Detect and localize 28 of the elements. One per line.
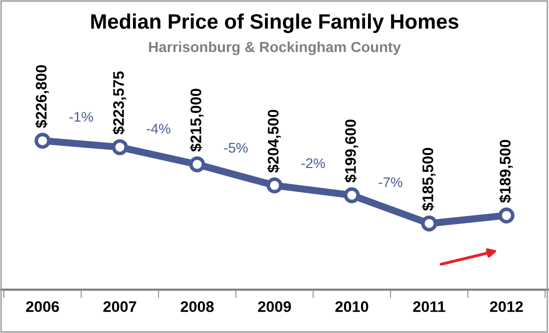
data-label: $223,575 — [112, 71, 126, 134]
chart-title: Median Price of Single Family Homes — [91, 14, 458, 34]
annotation: -5% — [224, 142, 248, 153]
x-tick-label: 2007 — [103, 301, 136, 312]
data-label: $199,600 — [344, 120, 358, 183]
x-tick-label: 2006 — [26, 301, 59, 312]
x-tick-label: 2008 — [180, 301, 214, 312]
annotation: -2% — [301, 158, 326, 168]
chart-subtitle: Harrisonburg & Rockingham County — [149, 41, 401, 56]
point — [112, 139, 128, 156]
point — [421, 216, 438, 232]
data-label: $215,000 — [190, 88, 204, 152]
x-tick-label: 2009 — [258, 301, 291, 312]
point — [266, 177, 282, 194]
data-label: $204,500 — [267, 110, 281, 173]
x-tick-label: 2011 — [413, 301, 446, 312]
point — [189, 156, 206, 172]
text: -4% — [146, 124, 170, 134]
annotation: -7% — [378, 177, 402, 188]
text: -1% — [69, 112, 94, 122]
x-tick-label: 2012 — [490, 301, 523, 312]
x-tick-label: 2010 — [335, 301, 368, 312]
point — [344, 187, 360, 204]
point — [34, 132, 51, 149]
data-label: $226,800 — [35, 65, 49, 128]
data-label: $189,500 — [499, 140, 513, 203]
point — [498, 207, 514, 224]
data-label: $185,500 — [422, 148, 436, 211]
